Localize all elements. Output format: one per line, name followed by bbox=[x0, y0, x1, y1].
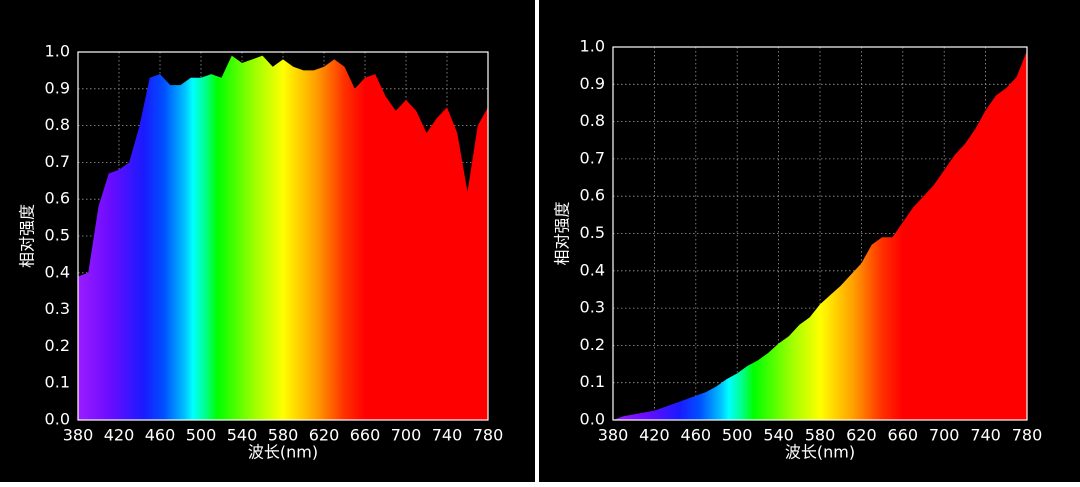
x-tick-label: 380 bbox=[63, 426, 94, 445]
y-tick-label: 0.4 bbox=[45, 262, 70, 281]
y-tick-label: 0.2 bbox=[45, 336, 70, 355]
x-tick-label: 500 bbox=[186, 426, 217, 445]
x-tick-label: 780 bbox=[473, 426, 504, 445]
y-tick-label: 1.0 bbox=[580, 37, 605, 56]
spectrum-area bbox=[613, 50, 1027, 420]
x-tick-label: 500 bbox=[722, 426, 753, 445]
x-tick-label: 660 bbox=[888, 426, 919, 445]
y-tick-label: 0.1 bbox=[580, 372, 605, 391]
x-axis-label: 波长(nm) bbox=[785, 443, 855, 462]
x-tick-label: 420 bbox=[104, 426, 135, 445]
x-tick-label: 740 bbox=[970, 426, 1001, 445]
x-tick-label: 740 bbox=[432, 426, 463, 445]
y-tick-label: 0.1 bbox=[45, 373, 70, 392]
y-tick-label: 0.8 bbox=[45, 115, 70, 134]
plot-frame bbox=[612, 46, 1028, 421]
x-tick-label: 620 bbox=[309, 426, 340, 445]
y-tick-label: 0.7 bbox=[45, 152, 70, 171]
y-tick-label: 1.0 bbox=[45, 42, 70, 61]
y-tick-label: 0.0 bbox=[580, 410, 605, 429]
y-tick-label: 0.6 bbox=[580, 186, 605, 205]
x-tick-label: 460 bbox=[145, 426, 176, 445]
y-tick-label: 0.9 bbox=[45, 78, 70, 97]
x-tick-label: 660 bbox=[350, 426, 381, 445]
plot-frame bbox=[77, 51, 489, 421]
divider bbox=[535, 0, 539, 487]
y-tick-label: 0.2 bbox=[580, 335, 605, 354]
y-tick-label: 0.5 bbox=[580, 223, 605, 242]
x-tick-label: 580 bbox=[805, 426, 836, 445]
x-tick-label: 700 bbox=[391, 426, 422, 445]
x-tick-label: 380 bbox=[598, 426, 629, 445]
y-tick-label: 0.5 bbox=[45, 226, 70, 245]
x-tick-label: 420 bbox=[639, 426, 670, 445]
x-tick-label: 540 bbox=[227, 426, 258, 445]
x-tick-label: 700 bbox=[929, 426, 960, 445]
y-tick-label: 0.4 bbox=[580, 260, 605, 279]
y-tick-label: 0.7 bbox=[580, 148, 605, 167]
y-tick-label: 0.3 bbox=[45, 299, 70, 318]
x-tick-label: 620 bbox=[846, 426, 877, 445]
y-tick-label: 0.8 bbox=[580, 111, 605, 130]
bottom-edge bbox=[0, 482, 1080, 487]
x-tick-label: 540 bbox=[763, 426, 794, 445]
y-tick-label: 0.3 bbox=[580, 298, 605, 317]
spectrum-area bbox=[78, 55, 488, 421]
x-tick-label: 780 bbox=[1012, 426, 1043, 445]
y-axis-label: 相对强度 bbox=[18, 204, 37, 268]
y-axis-label: 相对强度 bbox=[553, 201, 572, 265]
y-tick-label: 0.0 bbox=[45, 410, 70, 429]
y-tick-label: 0.9 bbox=[580, 74, 605, 93]
x-tick-label: 460 bbox=[681, 426, 712, 445]
y-tick-label: 0.6 bbox=[45, 189, 70, 208]
x-tick-label: 580 bbox=[268, 426, 299, 445]
x-axis-label: 波长(nm) bbox=[248, 443, 318, 462]
